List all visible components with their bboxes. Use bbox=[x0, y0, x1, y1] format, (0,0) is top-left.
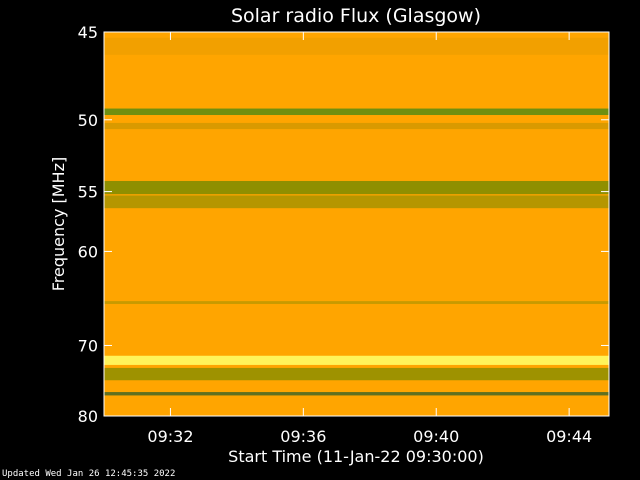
y-axis: 45 50 55 60 70 80 bbox=[78, 23, 609, 426]
x-tick-label-0: 09:32 bbox=[147, 427, 193, 446]
frequency-band-1 bbox=[104, 108, 609, 116]
x-axis: 09:32 09:36 09:40 09:44 bbox=[147, 32, 592, 446]
band-group bbox=[104, 37, 609, 396]
frequency-band-8 bbox=[104, 392, 609, 396]
x-tick-label-2: 09:40 bbox=[413, 427, 459, 446]
frequency-band-0 bbox=[104, 37, 609, 55]
y-tick-label-1: 50 bbox=[78, 111, 98, 130]
x-axis-label: Start Time (11-Jan-22 09:30:00) bbox=[228, 447, 484, 466]
y-tick-label-3: 60 bbox=[78, 242, 98, 261]
y-tick-label-4: 70 bbox=[78, 336, 98, 355]
y-axis-label: Frequency [MHz] bbox=[49, 157, 68, 291]
plot-frame bbox=[103, 31, 610, 417]
x-tick-label-3: 09:44 bbox=[546, 427, 592, 446]
updated-timestamp: Updated Wed Jan 26 12:45:35 2022 bbox=[2, 469, 176, 479]
x-tick-label-1: 09:36 bbox=[280, 427, 326, 446]
frequency-band-7 bbox=[104, 367, 609, 381]
y-tick-label-0: 45 bbox=[78, 23, 98, 42]
frequency-band-5 bbox=[104, 301, 609, 304]
y-tick-label-2: 55 bbox=[78, 183, 98, 202]
frequency-band-3 bbox=[104, 180, 609, 195]
plot-area bbox=[104, 32, 609, 416]
y-tick-label-5: 80 bbox=[78, 407, 98, 426]
frequency-band-2 bbox=[104, 122, 609, 130]
chart-title: Solar radio Flux (Glasgow) bbox=[231, 5, 481, 27]
frequency-band-6 bbox=[104, 355, 609, 365]
frequency-band-4 bbox=[104, 195, 609, 209]
